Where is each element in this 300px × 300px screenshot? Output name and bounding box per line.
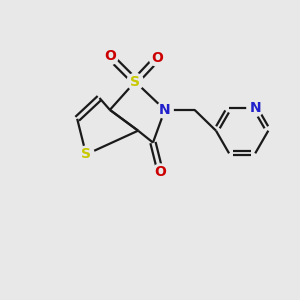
Circle shape [157, 102, 173, 118]
Circle shape [149, 50, 166, 66]
Text: O: O [104, 50, 116, 63]
Circle shape [247, 100, 263, 116]
Text: O: O [152, 51, 164, 65]
Text: S: S [130, 75, 140, 88]
Text: O: O [154, 165, 166, 179]
Circle shape [78, 146, 94, 163]
Text: N: N [159, 103, 171, 117]
Text: N: N [249, 101, 261, 115]
Circle shape [102, 48, 118, 65]
Circle shape [152, 164, 169, 181]
Circle shape [127, 73, 143, 90]
Text: S: S [81, 148, 91, 161]
